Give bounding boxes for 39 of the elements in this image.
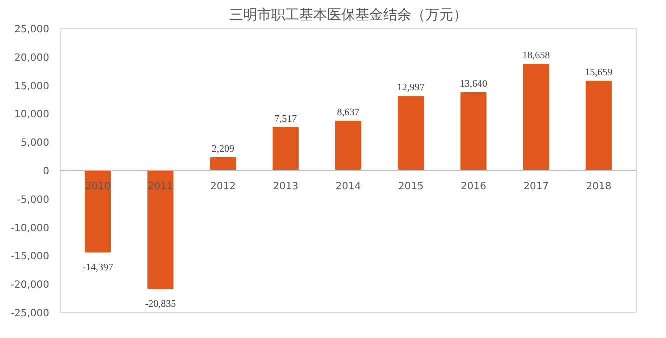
chart-title: 三明市职工基本医保基金结余（万元） [230, 8, 468, 24]
bar [335, 120, 362, 171]
data-label: 13,640 [460, 79, 488, 90]
data-label: 2,209 [212, 144, 235, 155]
y-tick-label: -10,000 [10, 223, 50, 234]
x-tick-label: 2013 [273, 182, 299, 192]
y-tick-label: 0 [43, 166, 50, 178]
bar [586, 81, 612, 171]
bar [85, 170, 112, 253]
data-label: 12,997 [397, 82, 425, 94]
data-label: 7,517 [274, 114, 298, 125]
bar [210, 157, 236, 171]
y-tick-label: 10,000 [14, 110, 50, 121]
y-tick-label: 15,000 [14, 81, 50, 92]
y-tick-label: -25,000 [10, 308, 50, 320]
bar [523, 64, 550, 171]
x-tick-label: 2012 [210, 182, 236, 192]
x-tick-label: 2016 [460, 182, 486, 192]
y-tick-label: 20,000 [14, 52, 50, 64]
data-label: 18,658 [522, 50, 550, 62]
x-tick-label: 2015 [398, 182, 424, 192]
bar [272, 127, 299, 171]
data-label: 15,659 [585, 68, 613, 79]
y-tick-label: 25,000 [14, 24, 50, 36]
y-tick-label: -5,000 [17, 194, 50, 206]
x-tick-label: 2011 [148, 182, 174, 192]
y-tick-label: -20,000 [10, 280, 50, 292]
bar [148, 170, 174, 290]
y-tick-label: -15,000 [10, 252, 50, 263]
x-tick-label: 2014 [336, 182, 362, 192]
x-tick-label: 2017 [524, 182, 550, 192]
x-tick-label: 2018 [586, 182, 612, 192]
y-tick-label: 5,000 [20, 138, 50, 150]
data-label: 8,637 [337, 107, 360, 118]
bar [460, 92, 487, 171]
x-tick-label: 2010 [85, 182, 111, 192]
data-label: -20,835 [145, 298, 176, 310]
bar [398, 96, 424, 171]
data-label: -14,397 [82, 262, 114, 274]
